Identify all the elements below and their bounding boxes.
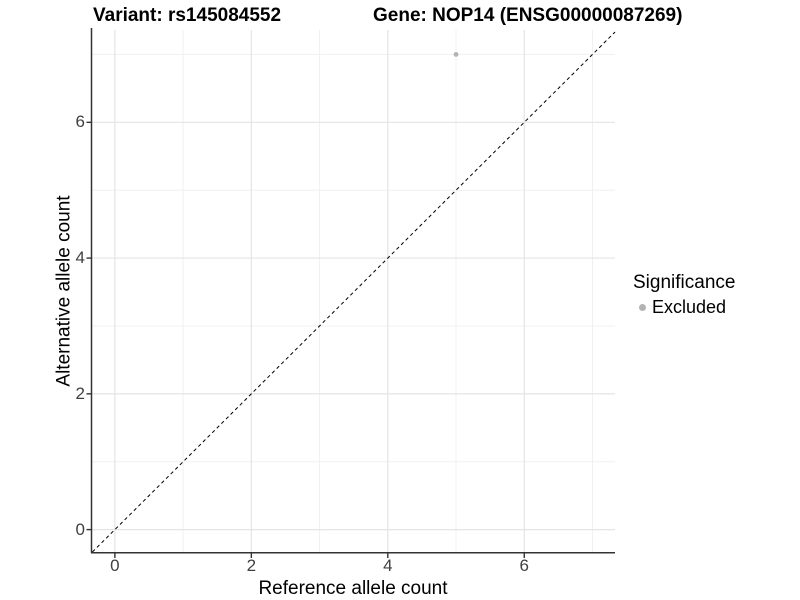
x-tick-label: 6 bbox=[519, 556, 529, 575]
legend-key bbox=[633, 298, 652, 317]
plot-title-gene: Gene: NOP14 (ENSG00000087269) bbox=[373, 5, 683, 26]
y-tick-label: 6 bbox=[75, 112, 85, 132]
y-axis-title: Alternative allele count bbox=[53, 195, 75, 387]
identity-line bbox=[92, 31, 616, 553]
y-tick-label: 2 bbox=[75, 383, 85, 403]
data-point bbox=[453, 52, 459, 57]
excluded-point-icon bbox=[639, 303, 646, 311]
x-axis-title: Reference allele count bbox=[258, 578, 448, 599]
x-tick-label: 0 bbox=[110, 556, 120, 575]
x-tick-label: 2 bbox=[246, 556, 257, 575]
legend: Significance Excluded bbox=[633, 272, 735, 317]
legend-title: Significance bbox=[633, 272, 736, 293]
legend-item-label: Excluded bbox=[652, 297, 727, 317]
legend-item-excluded: Excluded bbox=[633, 297, 735, 317]
x-tick-label: 4 bbox=[383, 556, 393, 575]
y-tick-label: 0 bbox=[75, 519, 85, 539]
plot-title-variant: Variant: rs145084552 bbox=[93, 5, 282, 26]
y-tick-label: 4 bbox=[75, 248, 85, 268]
